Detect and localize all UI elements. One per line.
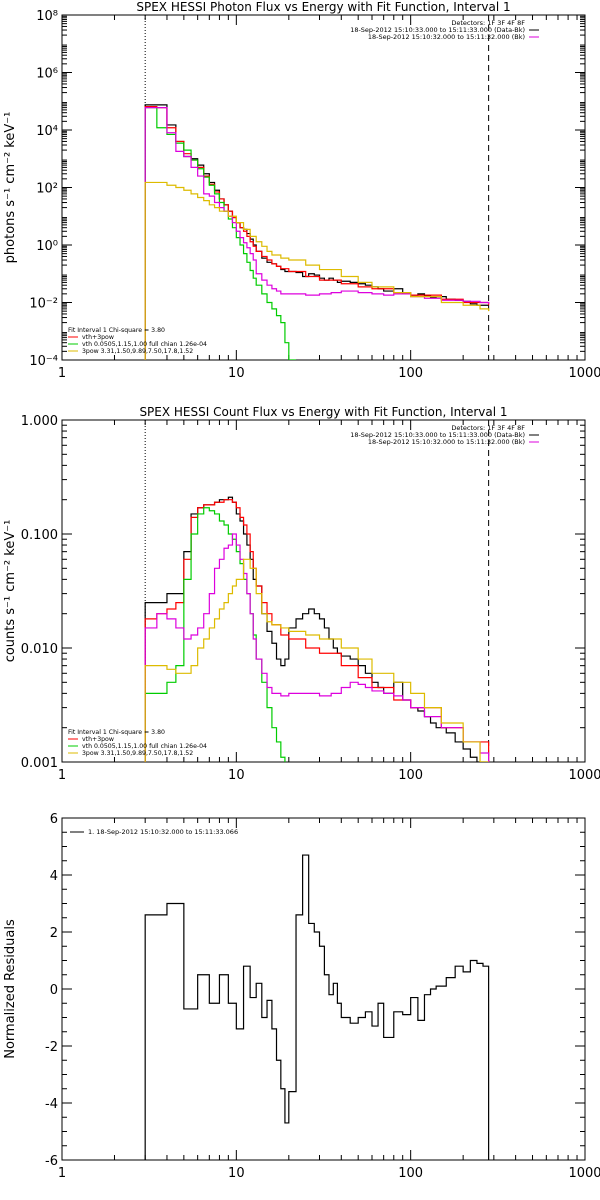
chart-title: SPEX HESSI Count Flux vs Energy with Fit… [139, 405, 507, 419]
info-line: 18-Sep-2012 15:10:33.000 to 15:11:33.000… [350, 431, 525, 439]
y-tick-label: 10⁰ [36, 239, 58, 254]
x-tick-label: 1 [58, 366, 66, 381]
y-tick-label: -4 [45, 1097, 58, 1112]
info-line: 18-Sep-2012 15:10:32.000 to 15:11:32.000… [368, 438, 525, 446]
x-tick-label: 1 [58, 768, 66, 783]
x-tick-label: 10 [228, 1166, 245, 1181]
x-tick-label: 10 [228, 366, 245, 381]
y-tick-label: 0 [50, 983, 58, 998]
y-tick-label: 2 [50, 926, 58, 941]
y-tick-label: 1.000 [21, 414, 58, 429]
fit-legend-line: vth 0.0505,1.15,1.00 full chian 1.26e-04 [82, 743, 207, 750]
fit-legend-line: vth+3pow [82, 334, 114, 341]
chart-panel-2: SPEX HESSI Count Flux vs Energy with Fit… [3, 405, 600, 783]
plot-frame [61, 14, 586, 361]
fit-legend-line: vth+3pow [82, 736, 114, 743]
x-tick-label: 100 [398, 1166, 423, 1181]
y-tick-label: -6 [45, 1154, 58, 1169]
x-tick-label: 1 [58, 1166, 66, 1181]
info-line: Detectors: 1F 3F 4F 8F [451, 424, 525, 432]
series-line-3 [144, 507, 286, 762]
y-tick-label: 10⁴ [36, 124, 58, 139]
x-tick-label: 1000 [568, 366, 600, 381]
series-line-2 [144, 106, 490, 360]
y-tick-label: 10⁶ [36, 67, 58, 82]
x-tick-label: 100 [398, 768, 423, 783]
info-line: 18-Sep-2012 15:10:32.000 to 15:11:32.000… [368, 33, 525, 41]
fit-legend-line: Fit Interval 1 Chi-square = 3.80 [68, 327, 165, 334]
x-tick-label: 100 [398, 366, 423, 381]
chart-title: SPEX HESSI Photon Flux vs Energy with Fi… [136, 0, 510, 14]
y-tick-label: 10⁻² [29, 297, 58, 312]
chart-panel-3: 1 10 100 1000 -6 -4 -2 0 2 4 6 Normalized Residuals… [3, 812, 600, 1181]
fit-legend-line: 3pow 3.31,1.50,9.89,7.50,17.8,1.52 [82, 348, 193, 355]
plot-frame [61, 419, 586, 763]
fit-legend-line: Fit Interval 1 Chi-square = 3.80 [68, 729, 165, 736]
y-tick-label: 10⁻⁴ [29, 354, 58, 369]
series-line-4 [144, 533, 490, 762]
fit-legend-line: 3pow 3.31,1.50,9.89,7.50,17.8,1.52 [82, 750, 193, 757]
x-tick-label: 1000 [568, 1166, 600, 1181]
fit-legend-line: vth 0.0505,1.15,1.00 full chian 1.26e-04 [82, 341, 207, 348]
series-line-4 [144, 107, 490, 360]
series-line-2 [144, 499, 490, 762]
chart-panel-1: SPEX HESSI Photon Flux vs Energy with Fi… [3, 0, 600, 381]
y-axis-label: photons s⁻¹ cm⁻² keV⁻¹ [3, 112, 18, 264]
series-line-5 [144, 181, 490, 360]
y-axis-label: Normalized Residuals [3, 919, 18, 1059]
info-line: Detectors: 1F 3F 4F 8F [451, 19, 525, 27]
y-tick-label: 0.100 [21, 528, 58, 543]
y-axis-label: counts s⁻¹ cm⁻² keV⁻¹ [3, 520, 18, 663]
series-line-1 [144, 496, 489, 762]
y-tick-label: 0.010 [21, 642, 58, 657]
legend-label: 1. 18-Sep-2012 15:10:32.000 to 15:11:33.… [88, 828, 238, 836]
x-tick-label: 10 [228, 768, 245, 783]
info-line: 18-Sep-2012 15:10:33.000 to 15:11:33.000… [350, 26, 525, 34]
series-line-3 [144, 107, 297, 360]
series-line-1 [144, 104, 489, 360]
y-tick-label: 4 [50, 869, 58, 884]
x-tick-label: 1000 [568, 768, 600, 783]
series-line-1 [144, 854, 490, 1160]
y-tick-label: 6 [50, 812, 58, 827]
plot-frame [61, 817, 586, 1161]
y-tick-label: 10⁸ [36, 9, 58, 24]
y-tick-label: 0.001 [21, 756, 58, 771]
y-tick-label: -2 [45, 1040, 58, 1055]
y-tick-label: 10² [36, 182, 58, 197]
series-line-5 [144, 558, 489, 762]
